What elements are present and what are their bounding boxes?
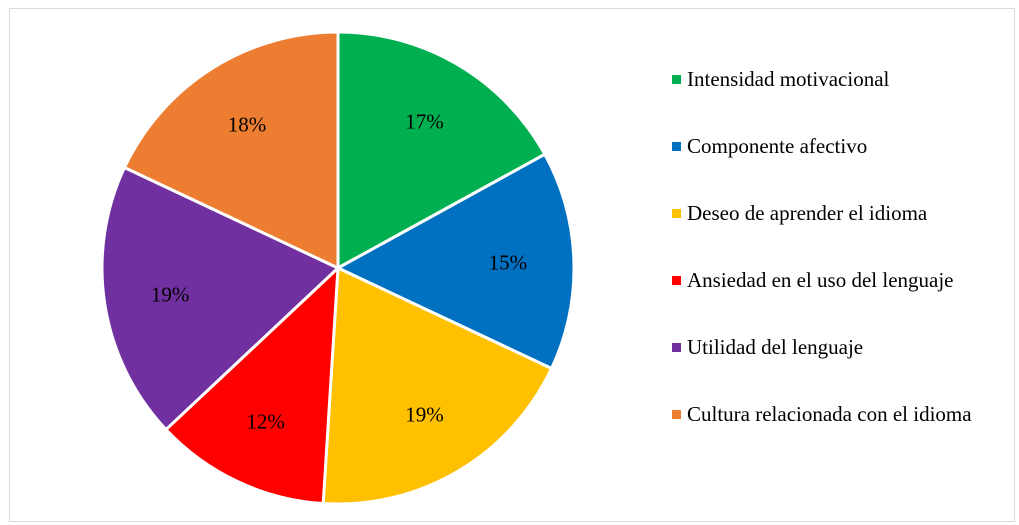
legend-label-0: Intensidad motivacional: [687, 67, 890, 91]
pie-data-label-5: 18%: [228, 113, 267, 137]
legend-item-3: Ansiedad en el uso del lenguaje: [672, 267, 997, 293]
legend-item-2: Deseo de aprender el idioma: [672, 200, 997, 226]
legend-swatch-3: [672, 276, 681, 285]
legend-swatch-4: [672, 343, 681, 352]
legend-item-5: Cultura relacionada con el idioma: [672, 401, 997, 427]
legend-item-1: Componente afectivo: [672, 133, 997, 159]
legend-swatch-2: [672, 209, 681, 218]
pie-slice-2: [321, 265, 554, 506]
legend-item-4: Utilidad del lenguaje: [672, 334, 997, 360]
legend-label-4: Utilidad del lenguaje: [687, 335, 864, 359]
pie-data-label-1: 15%: [489, 251, 528, 275]
legend-swatch-5: [672, 410, 681, 419]
legend-swatch-1: [672, 142, 681, 151]
legend-label-1: Componente afectivo: [687, 134, 868, 158]
pie-slice-1: [334, 152, 576, 371]
legend-label-5: Cultura relacionada con el idioma: [687, 402, 972, 426]
pie-slices: [100, 30, 576, 506]
pie-slice-0: [336, 30, 547, 271]
legend-label-3: Ansiedad en el uso del lenguaje: [687, 268, 954, 292]
pie-data-label-2: 19%: [405, 402, 444, 426]
pie-data-label-0: 17%: [405, 110, 444, 134]
pie-data-label-3: 12%: [246, 410, 285, 434]
pie-data-label-4: 19%: [151, 283, 190, 307]
legend-item-0: Intensidad motivacional: [672, 66, 997, 92]
pie-data-labels: 17% 15% 19% 12% 19% 18%: [151, 110, 527, 434]
pie-slice-5: [122, 30, 340, 271]
pie-slice-4: [100, 165, 341, 432]
legend-swatch-0: [672, 75, 681, 84]
legend-label-2: Deseo de aprender el idioma: [687, 201, 928, 225]
pie-slice-3: [163, 264, 340, 506]
